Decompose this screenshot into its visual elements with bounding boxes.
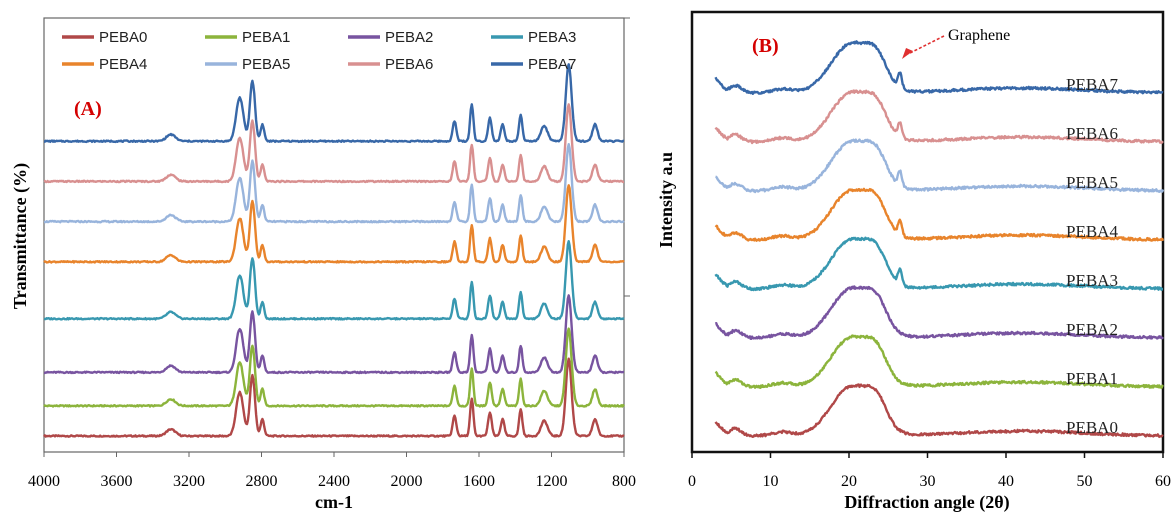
panel-a-x-ticks: 4000 3600 3200 2800 2400 2000 1600 1200 800: [28, 452, 636, 490]
x-tick-label: 2800: [246, 473, 278, 490]
series-label-peba2: PEBA2: [1066, 320, 1118, 339]
legend-item-peba0: PEBA0: [62, 29, 147, 46]
legend-label: PEBA0: [99, 29, 147, 46]
ftir-line-peba3: [43, 240, 625, 321]
x-tick-label: 0: [688, 473, 696, 490]
series-label-peba0: PEBA0: [1066, 418, 1118, 437]
xrd-line-peba2: [714, 285, 1164, 340]
x-tick-label: 60: [1155, 473, 1171, 490]
legend-label: PEBA6: [385, 56, 433, 73]
legend-label: PEBA2: [385, 29, 433, 46]
panel-b-y-axis-title: Intensity a.u: [656, 152, 676, 248]
ftir-line-peba0: [43, 357, 625, 438]
panel-a-plot-area: [43, 17, 625, 453]
series-label-peba5: PEBA5: [1066, 173, 1118, 192]
series-label-peba4: PEBA4: [1066, 222, 1118, 241]
arrow-shaft: [907, 35, 945, 55]
x-tick-label: 40: [998, 473, 1014, 490]
x-tick-label: 3600: [101, 473, 133, 490]
legend-label: PEBA3: [528, 29, 576, 46]
x-tick-label: 2000: [391, 473, 423, 490]
panel-b-tag: (B): [752, 35, 779, 57]
legend-item-peba5: PEBA5: [205, 56, 290, 73]
xrd-line-peba1: [714, 334, 1164, 389]
x-tick-label: 4000: [28, 473, 60, 490]
panel-b: PEBA0 PEBA1 PEBA2 PEBA3 PEBA4 PEBA5 PEBA6 PEBA7…: [656, 10, 1171, 513]
xrd-line-peba4: [714, 187, 1165, 242]
x-tick-label: 3200: [173, 473, 205, 490]
legend-item-peba6: PEBA6: [348, 56, 433, 73]
panel-a-legend: PEBA0 PEBA1 PEBA2 PEBA3 PEBA4 PEBA5 PEBA6 PEBA7: [62, 29, 576, 73]
legend-label: PEBA4: [99, 56, 147, 73]
ftir-line-peba7: [43, 63, 625, 144]
ftir-line-peba1: [43, 327, 625, 408]
xrd-line-peba3: [714, 236, 1164, 292]
series-label-peba6: PEBA6: [1066, 124, 1118, 143]
legend-label: PEBA7: [528, 56, 576, 73]
panel-b-plot-area: [690, 10, 1165, 454]
ftir-line-peba6: [43, 103, 625, 184]
panel-a-y-axis-title: Transmittance (%): [10, 163, 31, 309]
xrd-line-peba6: [714, 89, 1164, 145]
series-label-peba3: PEBA3: [1066, 271, 1118, 290]
graphene-annotation: Graphene: [948, 27, 1010, 44]
legend-item-peba7: PEBA7: [491, 56, 576, 73]
panel-b-series-labels: PEBA0 PEBA1 PEBA2 PEBA3 PEBA4 PEBA5 PEBA6 PEBA7: [1066, 75, 1118, 437]
graphene-arrow: [902, 35, 945, 59]
panel-a-x-axis-title: cm-1: [315, 492, 353, 512]
x-tick-label: 1600: [463, 473, 495, 490]
legend-item-peba4: PEBA4: [62, 56, 147, 73]
xrd-line-peba5: [715, 138, 1165, 194]
legend-label: PEBA5: [242, 56, 290, 73]
x-tick-label: 1200: [536, 473, 568, 490]
series-label-peba7: PEBA7: [1066, 75, 1118, 94]
legend-item-peba2: PEBA2: [348, 29, 433, 46]
legend-label: PEBA1: [242, 29, 290, 46]
series-label-peba1: PEBA1: [1066, 369, 1118, 388]
panel-b-series-group: [714, 40, 1165, 438]
panel-a: 4000 3600 3200 2800 2400 2000 1600 1200 800 cm-1…: [10, 17, 636, 512]
x-tick-label: 50: [1077, 473, 1093, 490]
ftir-line-peba5: [43, 143, 625, 224]
panel-b-x-ticks: 0 10 20 30 40 50 60: [688, 452, 1171, 490]
arrow-head: [902, 48, 914, 59]
legend-item-peba3: PEBA3: [491, 29, 576, 46]
ftir-line-peba4: [43, 184, 625, 264]
x-tick-label: 800: [612, 473, 636, 490]
panel-a-series-group: [43, 63, 625, 438]
ftir-line-peba2: [43, 294, 625, 375]
xrd-line-peba0: [714, 383, 1164, 438]
x-tick-label: 2400: [318, 473, 350, 490]
legend-item-peba1: PEBA1: [205, 29, 290, 46]
x-tick-label: 20: [841, 473, 857, 490]
x-tick-label: 30: [920, 473, 936, 490]
x-tick-label: 10: [763, 473, 779, 490]
panel-b-x-axis-title: Diffraction angle (2θ): [844, 492, 1009, 513]
panel-a-tag: (A): [74, 98, 102, 120]
xrd-line-peba7: [714, 40, 1164, 95]
